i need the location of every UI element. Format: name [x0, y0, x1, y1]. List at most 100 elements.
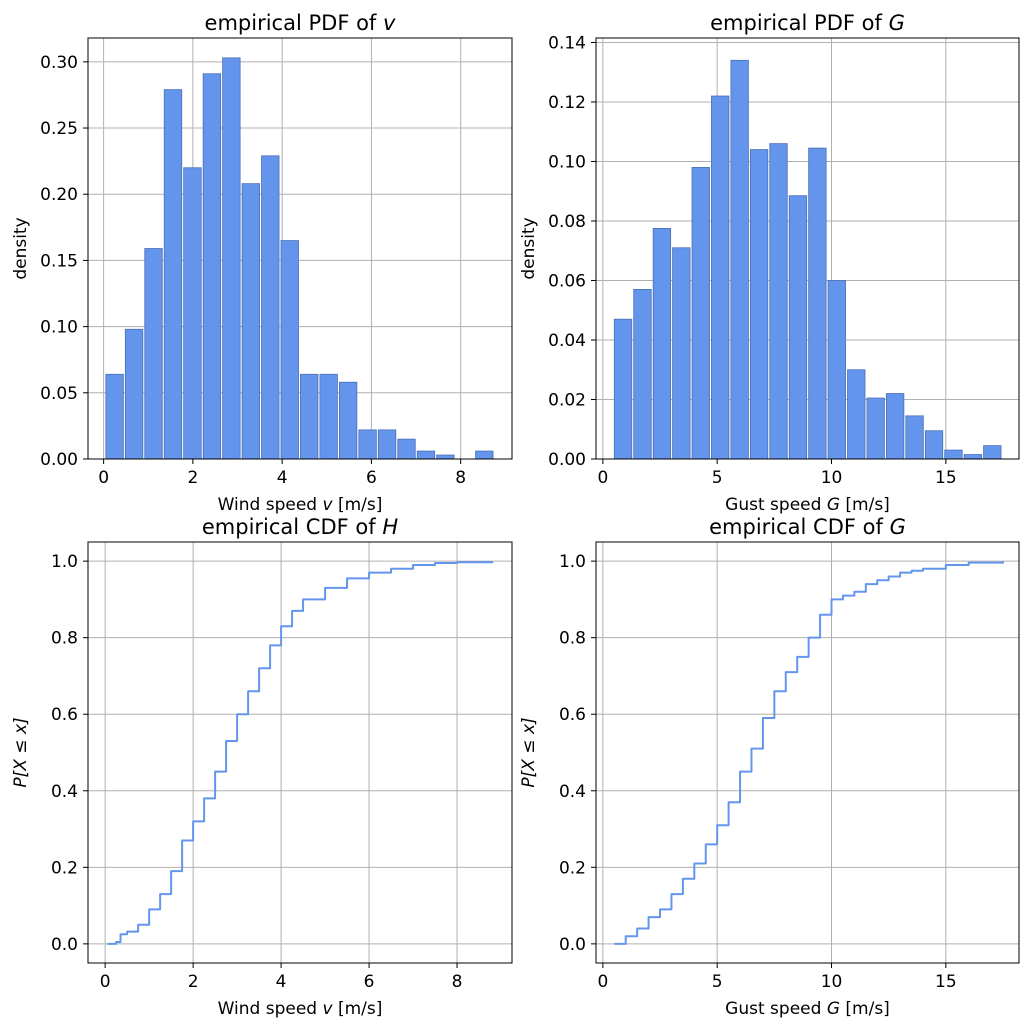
x-tick-label: 0 — [597, 972, 608, 992]
chart-title-variable: G — [889, 11, 905, 35]
x-tick-label: 2 — [188, 972, 199, 992]
bars — [105, 57, 494, 460]
bar — [788, 195, 808, 460]
bar — [905, 415, 924, 460]
x-tick-label: 4 — [277, 468, 288, 488]
bar — [377, 429, 397, 460]
y-tick-label: 0.10 — [548, 152, 586, 172]
bar — [241, 183, 260, 460]
axes-frame — [87, 541, 513, 964]
x-tick-label: 8 — [455, 468, 466, 488]
y-tick-label: 0.25 — [40, 119, 78, 139]
y-tick-label: 0.8 — [51, 629, 78, 649]
cdf-line — [107, 561, 494, 945]
bar — [847, 369, 866, 460]
chart-title-text: empirical CDF of — [709, 515, 889, 539]
bar — [300, 373, 319, 460]
y-tick-label: 0.04 — [548, 331, 586, 351]
x-tick-label: 6 — [366, 468, 377, 488]
y-tick-label: 0.0 — [51, 935, 78, 955]
x-tick-label: 5 — [712, 972, 723, 992]
x-axis-label: Gust speed G [m/s] — [725, 999, 890, 1019]
x-tick-label: 15 — [935, 468, 957, 488]
y-tick-label: 0.00 — [40, 450, 78, 470]
bar — [222, 57, 241, 460]
y-tick-label: 0.4 — [559, 782, 586, 802]
cdf-line — [614, 561, 1004, 945]
bar — [202, 73, 222, 460]
chart-title-variable: G — [890, 515, 906, 539]
bar — [866, 397, 885, 460]
x-axis-label: Gust speed G [m/s] — [725, 495, 890, 515]
bar — [475, 450, 494, 460]
y-tick-label: 0.14 — [548, 33, 586, 53]
y-tick-label: 1.0 — [559, 552, 586, 572]
x-tick-label: 10 — [821, 972, 843, 992]
x-axis-label-variable: G — [827, 999, 840, 1019]
chart-title: empirical CDF of G — [709, 515, 906, 539]
bar — [749, 149, 769, 460]
gridlines — [596, 542, 1019, 963]
y-tick-label: 0.15 — [40, 251, 78, 271]
chart-pdf-gust-speed: 0 5 10 15 0.00 0.02 0.04 0.06 0.08 0.10 0.12 0.14 em… — [519, 11, 1020, 515]
x-axis-label-text: Wind speed — [218, 495, 323, 515]
y-axis-label: P[X ≤ x] — [519, 717, 539, 787]
y-tick-label: 0.00 — [548, 450, 586, 470]
x-tick-label: 10 — [821, 468, 843, 488]
axes-frame — [87, 37, 513, 460]
y-tick-label: 0.12 — [548, 93, 586, 113]
x-tick-label: 5 — [712, 468, 723, 488]
x-axis-label-text: Gust speed — [725, 495, 827, 515]
bar — [358, 429, 377, 460]
x-tick-label: 15 — [935, 972, 957, 992]
bar — [319, 373, 338, 460]
bar — [924, 430, 944, 460]
chart-pdf-wind-speed: 0 2 4 6 8 0.00 0.05 0.10 0.15 0.20 0.25 0.30 empiric… — [11, 11, 513, 515]
bar — [827, 280, 846, 460]
chart-title-text: empirical PDF of — [710, 11, 888, 35]
y-tick-label: 0.0 — [559, 935, 586, 955]
bar — [652, 228, 672, 460]
chart-title: empirical CDF of H — [202, 515, 398, 539]
chart-title: empirical PDF of G — [710, 11, 905, 35]
bar — [261, 155, 280, 460]
y-tick-label: 0.8 — [559, 629, 586, 649]
bar — [613, 318, 633, 460]
x-axis-label-variable: G — [827, 495, 840, 515]
x-tick-label: 6 — [364, 972, 375, 992]
chart-title-text: empirical PDF of — [205, 11, 383, 35]
chart-title-text: empirical CDF of — [202, 515, 382, 539]
y-tick-label: 0.6 — [559, 705, 586, 725]
bar — [885, 393, 905, 460]
x-axis-label-variable: v — [323, 999, 334, 1019]
bar — [944, 449, 963, 460]
ticks: 0 5 10 15 0.00 0.02 0.04 0.06 0.08 0.10 0.12 0.14 — [548, 33, 957, 488]
x-tick-label: 0 — [100, 972, 111, 992]
x-tick-label: 2 — [187, 468, 198, 488]
y-tick-label: 0.20 — [40, 185, 78, 205]
chart-title: empirical PDF of v — [205, 11, 396, 35]
ticks: 0 2 4 6 8 0.00 0.05 0.10 0.15 0.20 0.25 0.30 — [40, 53, 466, 488]
chart-title-variable: H — [382, 515, 398, 539]
bars — [613, 59, 1002, 460]
x-axis-label-unit: [m/s] — [333, 495, 383, 515]
bar — [691, 167, 710, 460]
chart-cdf-wind-speed: 0 2 4 6 8 0.0 0.2 0.4 0.6 0.8 1.0 empirical CDF of … — [11, 515, 513, 1019]
axes-frame — [595, 541, 1020, 964]
ticks: 0 5 10 15 0.0 0.2 0.4 0.6 0.8 1.0 — [559, 552, 957, 992]
y-tick-label: 0.4 — [51, 782, 78, 802]
axes-frame — [595, 37, 1020, 460]
y-tick-label: 0.06 — [548, 271, 586, 291]
bar — [633, 289, 652, 460]
x-axis-label-unit: [m/s] — [840, 495, 890, 515]
chart-title-variable: v — [383, 11, 396, 35]
bar — [983, 445, 1002, 460]
bar — [436, 454, 455, 460]
gridlines — [88, 542, 512, 963]
bar — [338, 381, 358, 460]
bar — [672, 247, 691, 460]
bar — [963, 454, 983, 460]
y-axis-label: density — [519, 217, 539, 279]
x-tick-label: 0 — [597, 468, 608, 488]
